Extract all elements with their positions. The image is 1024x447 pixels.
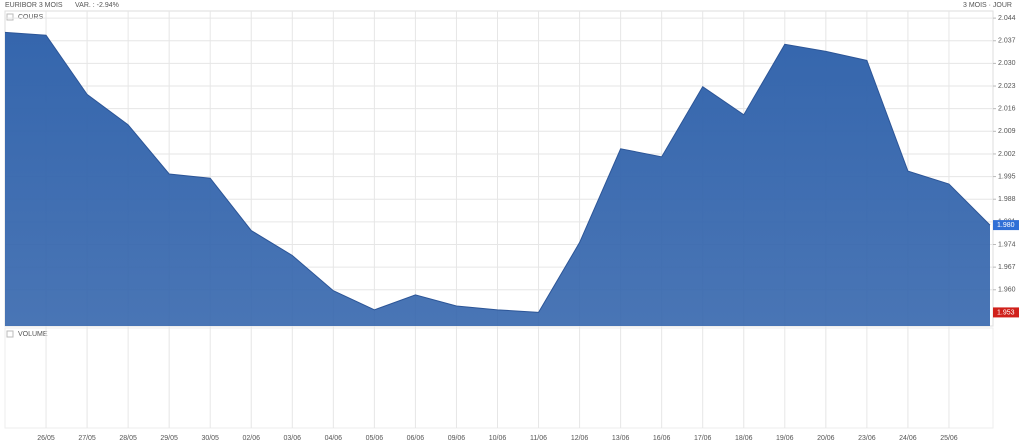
volume-panel: [4, 327, 994, 429]
checkbox[interactable]: [6, 13, 14, 21]
x-tick-label: 20/06: [817, 435, 835, 442]
x-tick-label: 26/05: [37, 435, 55, 442]
x-tick-label: 13/06: [612, 435, 630, 442]
y-tick-label: 1.974: [998, 241, 1016, 248]
x-tick-label: 03/06: [284, 435, 302, 442]
price-marker-label: 1.953: [997, 309, 1015, 316]
x-tick-label: 28/05: [119, 435, 137, 442]
period[interactable]: 3 MOIS · JOUR: [963, 2, 1012, 9]
x-tick-label: 12/06: [571, 435, 589, 442]
checkbox[interactable]: [6, 330, 14, 338]
x-tick-label: 11/06: [530, 435, 547, 442]
y-tick-label: 2.044: [998, 15, 1016, 22]
panel-label: VOLUME: [18, 331, 48, 338]
y-tick-label: 2.009: [998, 128, 1016, 135]
x-tick-label: 27/05: [78, 435, 96, 442]
price-marker: [993, 220, 1019, 231]
x-tick-label: 09/06: [448, 435, 466, 442]
x-tick-label: 05/06: [366, 435, 384, 442]
price-marker-label: 1.980: [997, 222, 1015, 229]
panel-label: COURS: [18, 14, 44, 21]
y-tick-label: 2.002: [998, 151, 1016, 158]
chart-title: EURIBOR 3 MOIS: [5, 2, 63, 9]
x-tick-label: 02/06: [242, 435, 260, 442]
y-tick-label: 1.995: [998, 173, 1016, 180]
price-marker: [993, 307, 1019, 318]
y-tick-label: 1.960: [998, 287, 1016, 294]
y-tick-label: 2.030: [998, 60, 1016, 67]
x-tick-label: 17/06: [694, 435, 712, 442]
y-tick-label: 2.037: [998, 38, 1016, 45]
variation: VAR. : -2.94%: [75, 2, 119, 9]
x-tick-label: 24/06: [899, 435, 917, 442]
area: [5, 32, 990, 326]
x-tick-label: 29/05: [160, 435, 178, 442]
x-tick-label: 06/06: [407, 435, 425, 442]
y-tick-label: 1.967: [998, 264, 1016, 271]
x-tick-label: 25/06: [940, 435, 958, 442]
x-tick-label: 18/06: [735, 435, 753, 442]
x-tick-label: 10/06: [489, 435, 507, 442]
y-tick-label: 2.023: [998, 83, 1016, 90]
x-tick-label: 04/06: [325, 435, 343, 442]
x-tick-label: 30/05: [201, 435, 219, 442]
x-tick-label: 19/06: [776, 435, 794, 442]
y-tick-label: 1.988: [998, 196, 1016, 203]
line: [4, 31, 991, 313]
y-tick-label: 2.016: [998, 106, 1016, 113]
x-tick-label: 16/06: [653, 435, 671, 442]
x-tick-label: 23/06: [858, 435, 876, 442]
